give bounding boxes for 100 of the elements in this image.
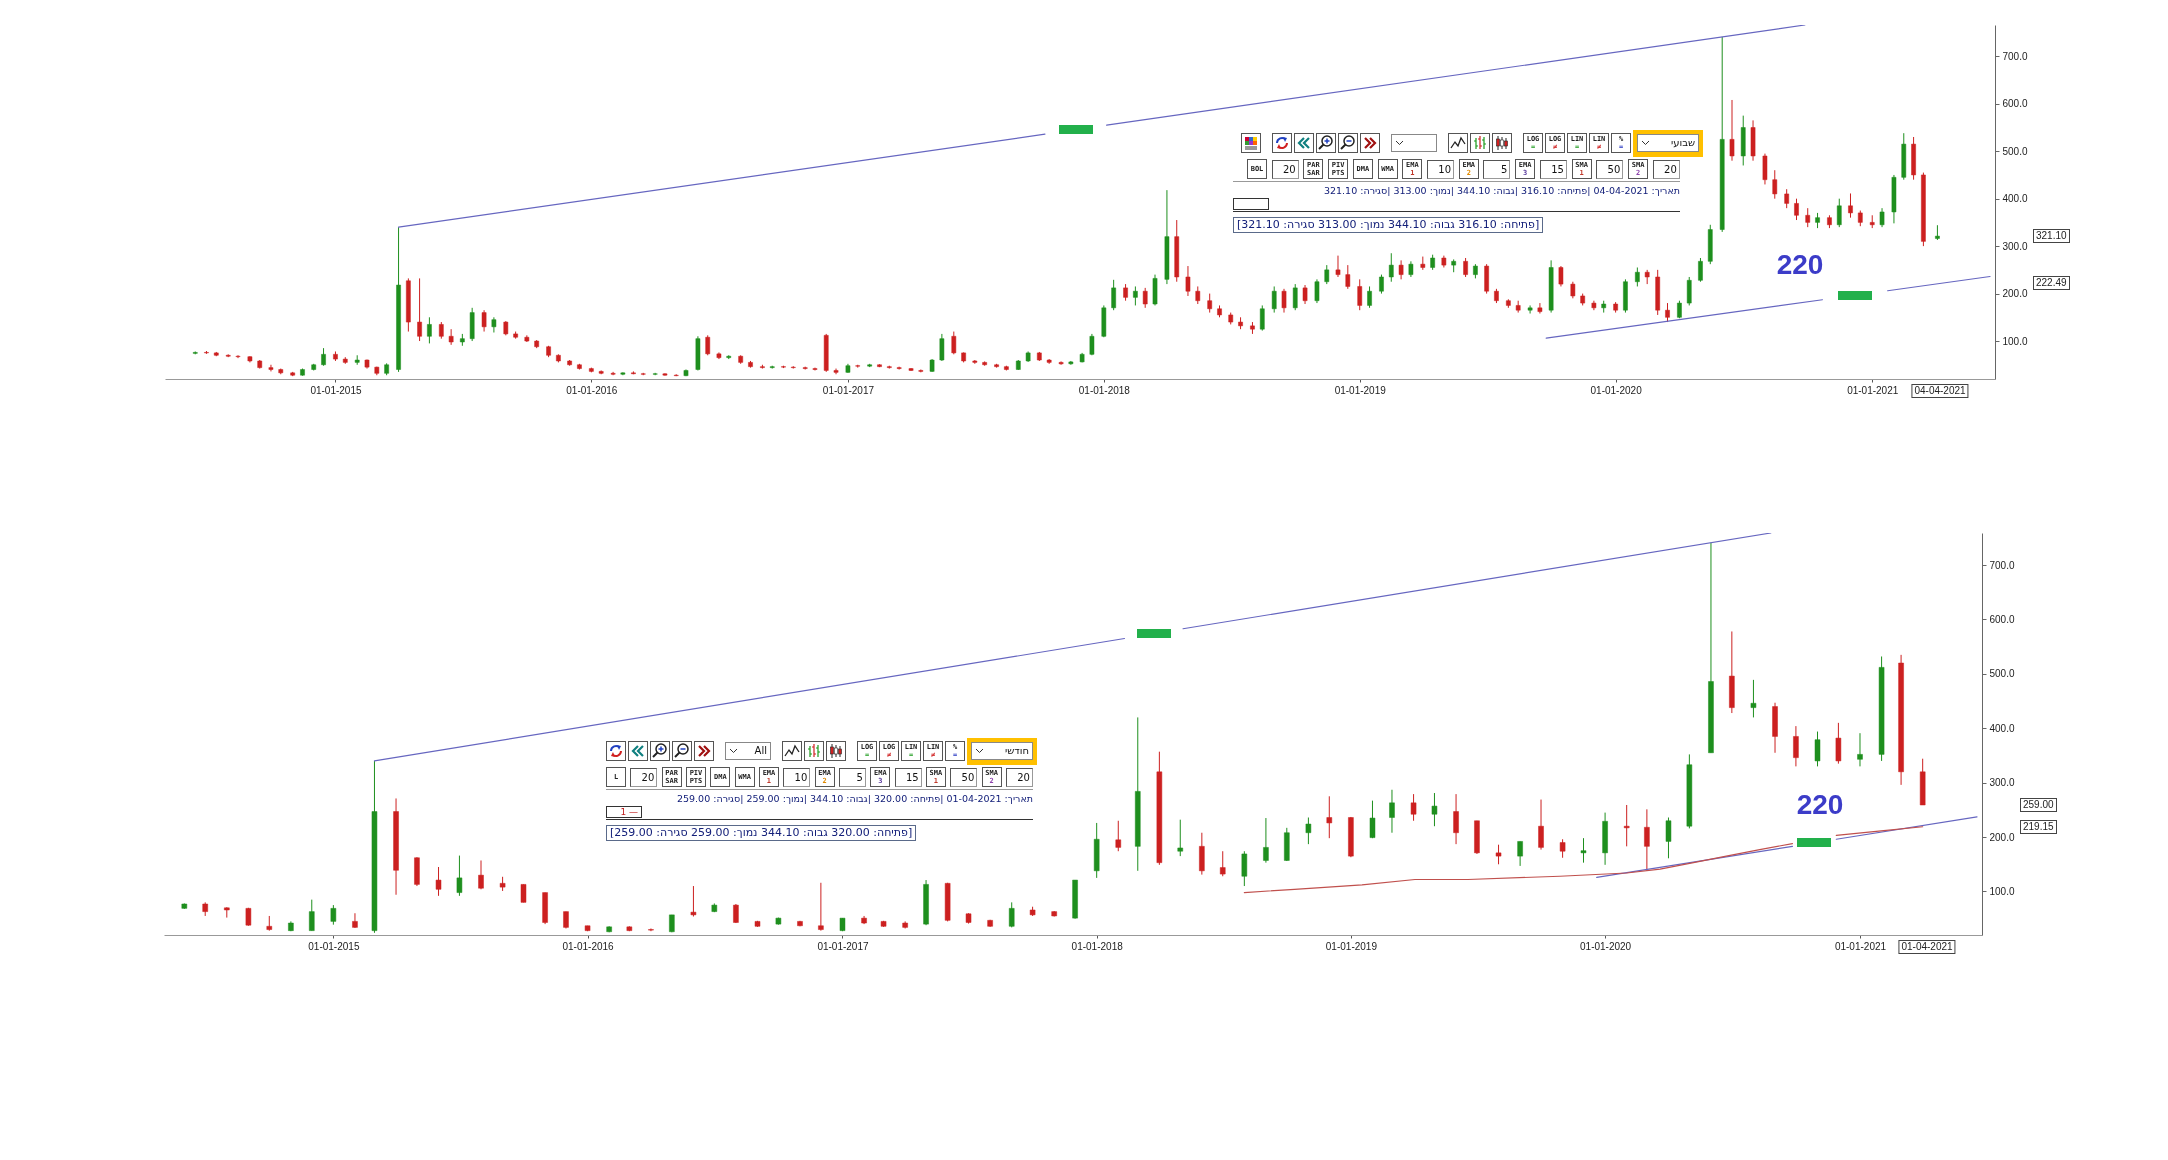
text: 219.15 (2020, 820, 2057, 834)
candlestick (448, 328, 454, 346)
y-tick-label: 100.0 (1989, 885, 2015, 897)
candlestick (1836, 198, 1842, 228)
candlestick (1431, 792, 1438, 827)
candlestick (1559, 838, 1566, 859)
candlestick (235, 354, 241, 359)
y-tick-label: 200.0 (2002, 288, 2028, 300)
candlestick (1623, 804, 1630, 847)
text: 259.00 (2020, 798, 2057, 812)
x-tick-label: 01-01-2021 (1847, 384, 1899, 396)
candlestick (435, 866, 442, 897)
candlestick (309, 899, 315, 932)
candlestick (1281, 288, 1287, 314)
candlestick (1835, 722, 1842, 765)
candlestick (1665, 302, 1670, 323)
x-tick-label: 01-01-2016 (562, 940, 615, 952)
candlestick (1185, 265, 1191, 297)
y-tick-label: 100.0 (2002, 335, 2028, 347)
candlestick (1814, 731, 1821, 767)
candlestick (1857, 732, 1863, 767)
candlestick (1784, 188, 1790, 209)
candlestick (1879, 207, 1885, 228)
candlestick (1644, 808, 1650, 872)
candlestick (1115, 820, 1122, 852)
y-tick-label: 300.0 (1989, 777, 2015, 789)
annotation: חודשי (1004, 744, 1029, 758)
annotation: 20 (1652, 159, 1680, 179)
y-tick-label: 600.0 (2002, 98, 2028, 110)
candlestick (1495, 844, 1502, 865)
candlestick (352, 912, 358, 929)
annotation: 5 (838, 767, 866, 787)
candlestick (1848, 192, 1853, 219)
x-tick-label: 01-01-2017 (817, 940, 869, 952)
candlestick (1241, 850, 1248, 887)
annotation: 220 (1796, 789, 1844, 820)
candlestick (1302, 284, 1308, 305)
candlestick (1517, 840, 1523, 867)
candlestick (1207, 293, 1213, 314)
candlestick (1635, 266, 1640, 287)
y-tick-label: 500.0 (1989, 668, 2015, 680)
candlestick (491, 316, 497, 333)
annotation: 5 (1483, 159, 1511, 179)
candlestick (1398, 259, 1404, 280)
y-tick-label: 600.0 (1989, 613, 2015, 625)
candlestick (1263, 817, 1269, 864)
candlestick (1794, 198, 1799, 221)
annotation: 15 (894, 767, 922, 787)
candlestick (690, 885, 697, 917)
candlestick (1698, 257, 1703, 283)
y-tick-label: 300.0 (2002, 240, 2028, 252)
candlestick (1271, 285, 1277, 314)
text: 04-04-2021 (1911, 384, 1969, 398)
candlestick (1314, 278, 1320, 304)
candlestick (1177, 819, 1183, 857)
candlestick (1527, 304, 1533, 315)
candlestick (1133, 285, 1138, 306)
candlestick (1463, 257, 1468, 278)
candlestick (1111, 279, 1116, 311)
candlestick (1793, 725, 1799, 767)
x-tick-label: 01-01-2016 (566, 384, 618, 396)
candlestick (1379, 274, 1384, 295)
annotation: 10 (1427, 159, 1455, 179)
y-tick-label: 200.0 (1989, 831, 2015, 843)
candlestick (939, 333, 945, 362)
x-tick-label: 01-01-2020 (1580, 940, 1632, 952)
annotation: תאריך: 01-04-2021 |פתיחה: 320.00 |גבוה: 344.10 |נמוך: 259.00 |סגירה: 259.00 (675, 792, 1033, 805)
candlestick (1357, 278, 1363, 311)
candlestick (1305, 817, 1312, 845)
x-tick-label: 01-01-2015 (308, 940, 360, 952)
candlestick (1410, 793, 1417, 822)
candlestick (1142, 287, 1148, 309)
candlestick (1580, 837, 1587, 864)
candlestick (1008, 901, 1015, 928)
candlestick (1762, 153, 1768, 185)
candlestick (1335, 255, 1341, 278)
x-tick-label: 01-01-2018 (1071, 940, 1124, 952)
candlestick (1219, 850, 1226, 877)
annotation: 15 (1539, 159, 1567, 179)
candlestick (1326, 795, 1333, 839)
text: 222.49 (2033, 276, 2070, 290)
candlestick (1538, 799, 1544, 851)
candlestick (1367, 285, 1372, 309)
annotation: 20 (1005, 767, 1033, 787)
candlestick (818, 882, 824, 932)
candlestick (417, 277, 422, 342)
candlestick (1750, 679, 1757, 718)
dropdown-field: חודשי (967, 737, 1037, 765)
candlestick (1324, 264, 1330, 285)
candlestick (1665, 817, 1672, 859)
y-tick-label: 700.0 (2002, 50, 2028, 62)
candlestick (330, 904, 337, 926)
candlestick (1292, 283, 1298, 311)
candlestick (427, 316, 432, 344)
candlestick (1058, 360, 1064, 366)
annotation: [פתיחה: 320.00 גבוה: 344.10 נמוך: 259.00 סגירה: 259.00] (606, 825, 917, 841)
x-tick-label: 01-01-2021 (1834, 940, 1887, 952)
x-tick-label: 01-01-2017 (822, 384, 875, 396)
candlestick (1729, 99, 1735, 162)
candlestick (1345, 264, 1351, 290)
